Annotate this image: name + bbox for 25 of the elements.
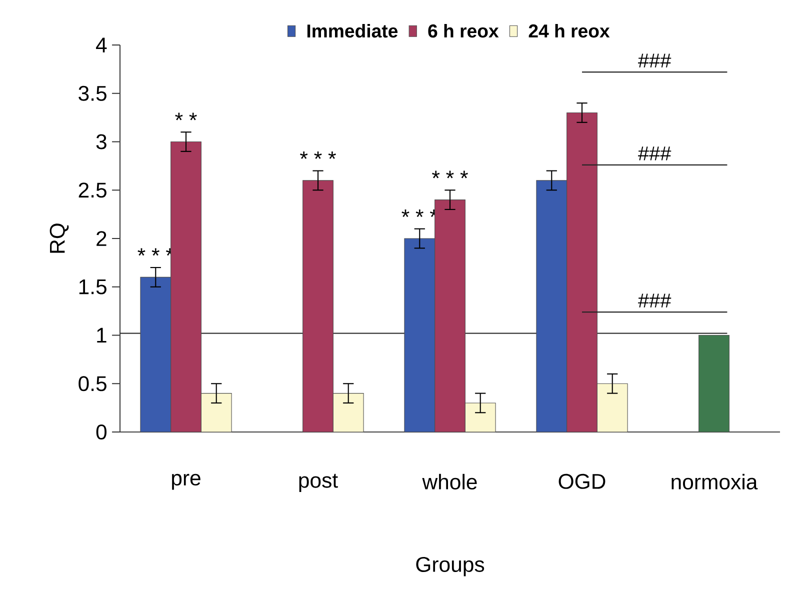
- annotation: ###: [638, 54, 672, 68]
- y-tick-label: 3.5: [78, 86, 106, 101]
- y-tick-label: 3: [96, 134, 106, 150]
- x-axis-title: Groups: [416, 556, 484, 576]
- data-label: * * *: [300, 151, 336, 159]
- x-tick-label: normoxia: [672, 474, 758, 490]
- x-tick-label: whole: [422, 474, 477, 490]
- legend-label: 24 h reox: [528, 24, 610, 38]
- y-tick-label: 2: [96, 231, 106, 246]
- x-tick-label: pre: [172, 474, 200, 490]
- x-tick-label: post: [299, 474, 338, 492]
- annotation: ###: [638, 294, 672, 308]
- legend-label: Immediate: [307, 24, 398, 38]
- y-tick-label: 4: [96, 38, 107, 52]
- data-label: * *: [175, 112, 197, 120]
- y-tick-label: 1.5: [79, 279, 106, 294]
- data-label: * * *: [432, 170, 468, 178]
- y-axis-title: RQ: [50, 224, 69, 253]
- y-tick-label: 2.5: [78, 182, 106, 198]
- x-tick-label: OGD: [558, 474, 606, 489]
- annotation: ###: [638, 146, 672, 160]
- y-tick-label: 0: [96, 424, 106, 440]
- y-tick-label: 1: [97, 328, 106, 343]
- legend-label: 6 h reox: [428, 24, 499, 38]
- y-tick-label: 0.5: [78, 376, 106, 392]
